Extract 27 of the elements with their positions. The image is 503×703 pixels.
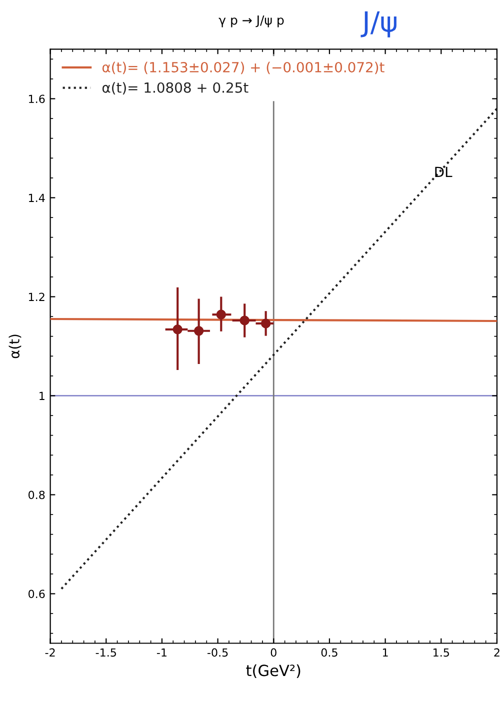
x-tick-label: -2 [45, 648, 55, 657]
x-tick-label: -1.5 [96, 648, 116, 657]
text: J/ψ [360, 11, 396, 38]
x-tick-label: 1 [382, 648, 388, 657]
chart-title: γ p → J/ψ p [218, 15, 284, 28]
x-tick-label: 1.5 [434, 648, 449, 657]
point [216, 310, 226, 320]
point [172, 324, 182, 334]
x-tick-label: -1 [156, 648, 166, 657]
point [194, 326, 204, 336]
x-tick-label: 2 [494, 648, 500, 657]
y-tick-label: 1.6 [28, 94, 45, 104]
y-tick-label: 0.6 [28, 590, 45, 598]
annotation: DL [435, 166, 452, 178]
y-tick-label: 1 [40, 392, 44, 400]
legend-label: α(t)= 1.0808 + 0.25t [102, 82, 248, 94]
legend-label: α(t)= (1.153±0.027) + (−0.001±0.072)t [102, 62, 384, 74]
x-axis-title: t(GeV²) [246, 664, 300, 678]
point [260, 318, 271, 328]
y-tick-label: 0.8 [28, 490, 45, 500]
x-tick-label: 0.5 [321, 648, 338, 657]
point [240, 316, 250, 326]
x-tick-label: 0 [270, 648, 276, 657]
y-tick-label: 1.4 [28, 194, 45, 202]
y-axis-title: α(t) [8, 334, 22, 358]
y-tick-label: 1.2 [28, 292, 44, 301]
x-tick-label: -0.5 [208, 648, 228, 657]
